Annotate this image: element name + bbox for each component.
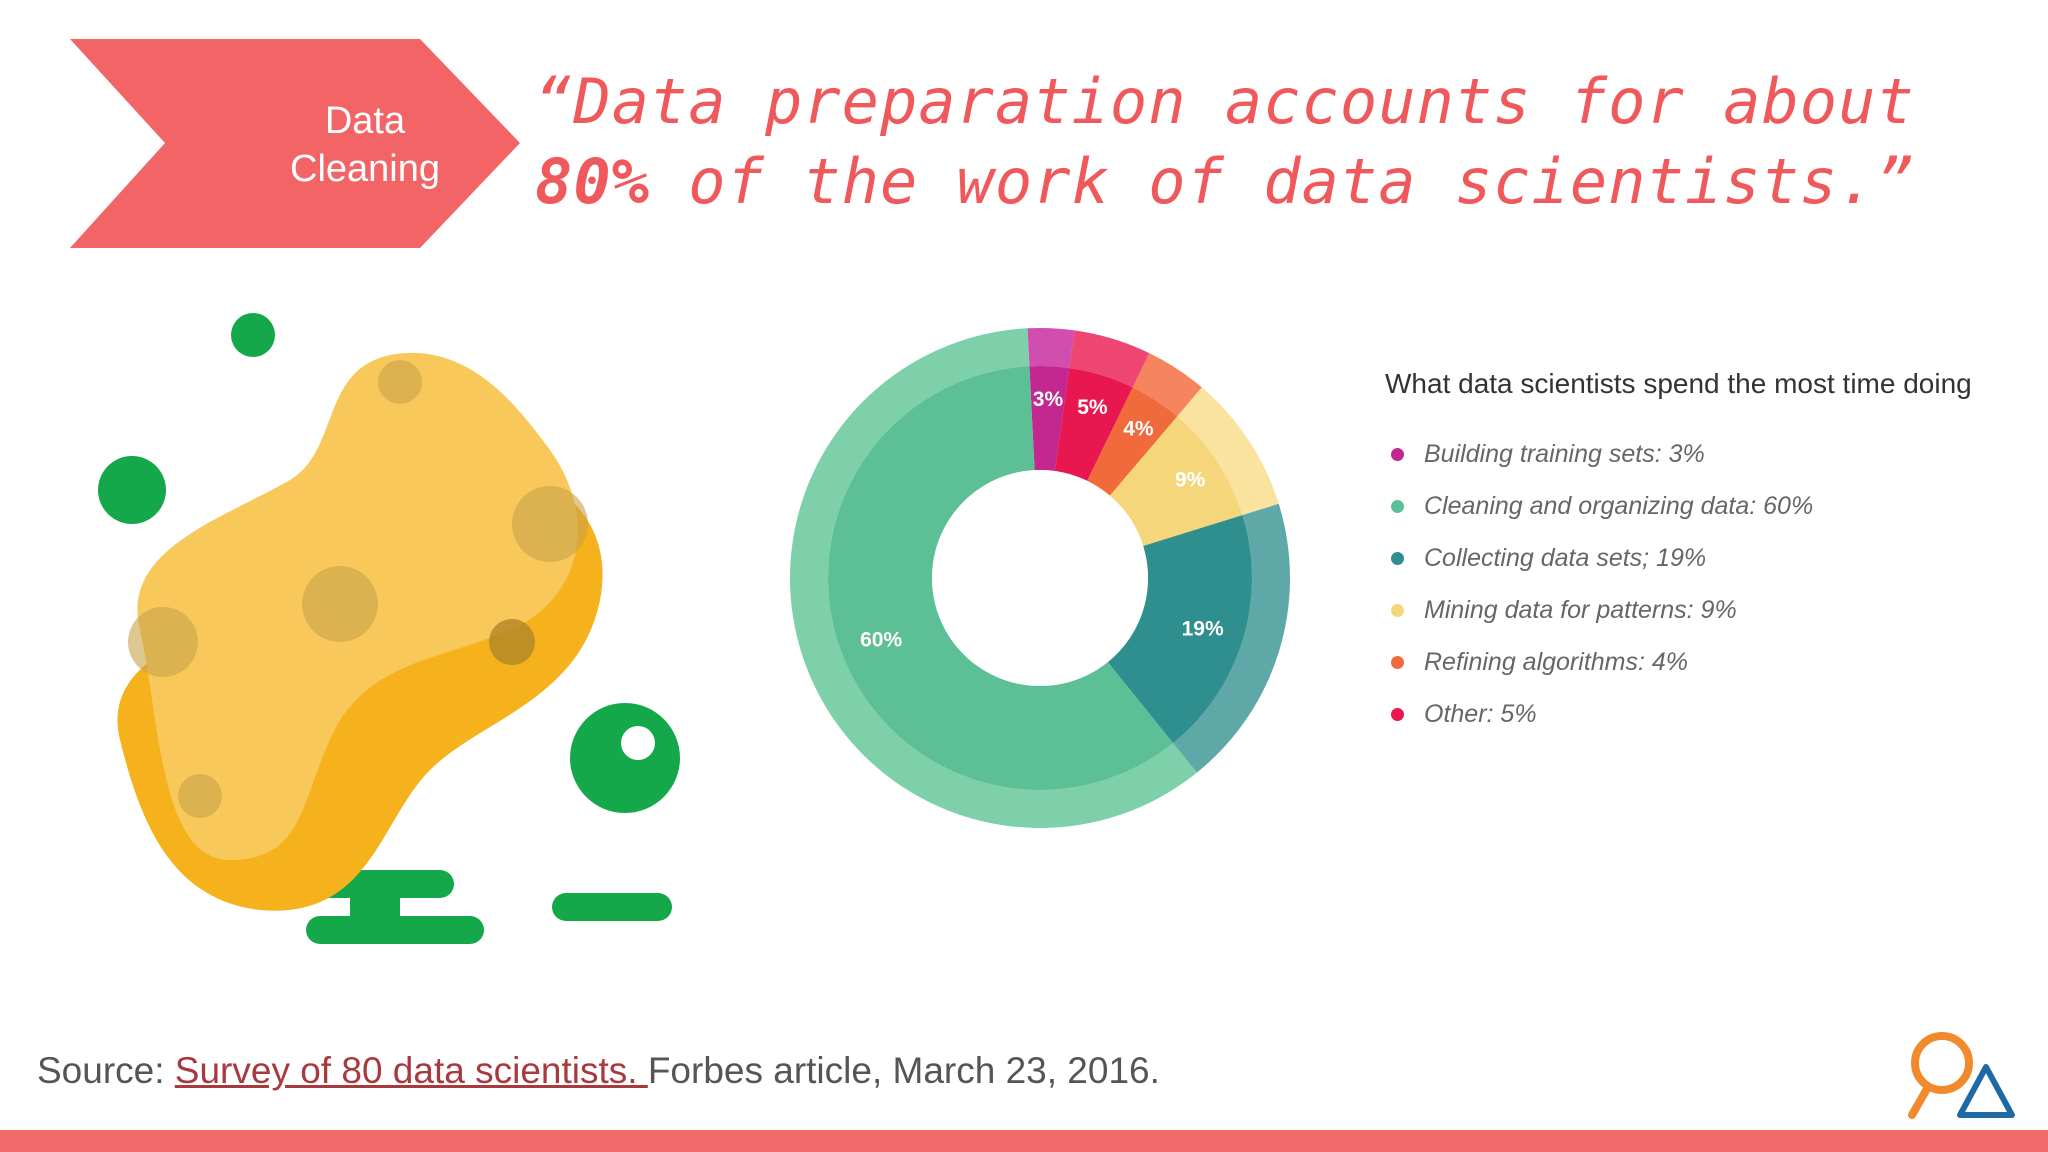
sponge-pore (128, 607, 198, 677)
legend-item: Other: 5% (1385, 688, 2025, 740)
chart-legend: What data scientists spend the most time… (1385, 368, 2025, 740)
brand-logo (1900, 1025, 2020, 1120)
legend-swatch (1391, 551, 1404, 565)
banner-label: Data Cleaning (200, 97, 530, 193)
quote-heading: “Data preparation accounts for about 80%… (535, 62, 2015, 222)
sponge-pore (378, 360, 422, 404)
source-citation: Source: Survey of 80 data scientists. Fo… (37, 1050, 1160, 1092)
legend-label: Refining algorithms: 4% (1424, 647, 1689, 676)
legend-label: Building training sets: 3% (1424, 439, 1705, 468)
legend-swatch (1391, 499, 1404, 513)
bubble-highlight (621, 726, 655, 760)
section-banner: Data Cleaning (70, 39, 520, 248)
source-prefix: Source: (37, 1050, 175, 1091)
donut-ring-segment (1132, 353, 1202, 417)
quote-emphasis: 80% (535, 145, 650, 218)
quote-text-before: “Data preparation accounts for about (535, 65, 1954, 138)
slice-label: 19% (1182, 618, 1224, 641)
legend-swatch (1391, 655, 1404, 669)
legend-item: Collecting data sets; 19% (1385, 532, 2025, 584)
legend-swatch (1391, 447, 1404, 461)
donut-chart: 3% 5% 4% 9% 19% 60% (780, 320, 1320, 840)
sponge-pore (302, 566, 378, 642)
bubble-small (231, 313, 275, 357)
donut-ring-segment (1173, 503, 1290, 773)
donut-hole (932, 470, 1148, 686)
logo-icon (1908, 1032, 2015, 1119)
donut-ring-segment (1069, 330, 1150, 388)
chart-title: What data scientists spend the most time… (1385, 368, 1972, 399)
bubble-medium (98, 456, 166, 524)
donut-slice (1054, 368, 1133, 481)
donut-slice (1109, 416, 1243, 546)
sponge-illustration (80, 300, 720, 980)
slice-label: 3% (1033, 388, 1064, 411)
legend-label: Mining data for patterns: 9% (1424, 595, 1737, 624)
legend-label: Cleaning and organizing data: 60% (1424, 491, 1814, 520)
sponge-graphic (98, 313, 680, 944)
donut-slice (828, 366, 1174, 790)
source-suffix: Forbes article, March 23, 2016. (647, 1050, 1160, 1091)
bubble-large (570, 703, 680, 813)
legend-item: Mining data for patterns: 9% (1385, 584, 2025, 636)
legend-swatch (1391, 707, 1404, 721)
donut-slice (1029, 366, 1070, 472)
chevron-shape (70, 39, 520, 248)
legend-label: Other: 5% (1424, 699, 1537, 728)
donut-chart-svg: 3% 5% 4% 9% 19% 60% (790, 328, 1290, 828)
legend-items: Building training sets: 3% Cleaning and o… (1385, 428, 2025, 740)
donut-ring-segment (1027, 328, 1075, 369)
slice-label: 9% (1175, 469, 1206, 492)
slice-label: 4% (1123, 417, 1154, 440)
legend-item: Cleaning and organizing data: 60% (1385, 480, 2025, 532)
donut-slice (1107, 515, 1252, 744)
slice-label: 5% (1077, 396, 1108, 419)
footer-bar (0, 1130, 2048, 1152)
banner-line-1: Data (324, 100, 406, 142)
legend-item: Refining algorithms: 4% (1385, 636, 2025, 688)
puddle-drop (552, 893, 672, 921)
slice-label: 60% (860, 629, 902, 652)
donut-slice (1087, 387, 1178, 496)
sponge-pore (489, 619, 535, 665)
legend-label: Collecting data sets; 19% (1424, 543, 1707, 572)
legend-item: Building training sets: 3% (1385, 428, 2025, 480)
survey-link[interactable]: Survey of 80 data scientists. (174, 1050, 648, 1091)
donut-ring-segment (790, 328, 1197, 828)
donut-ring-segment (1177, 387, 1279, 516)
banner-line-2: Cleaning (290, 148, 440, 190)
quote-text-after: of the work of data scientists.” (649, 145, 1915, 218)
sponge-pore (512, 486, 588, 562)
legend-swatch (1391, 603, 1404, 617)
sponge-pore (178, 774, 222, 818)
